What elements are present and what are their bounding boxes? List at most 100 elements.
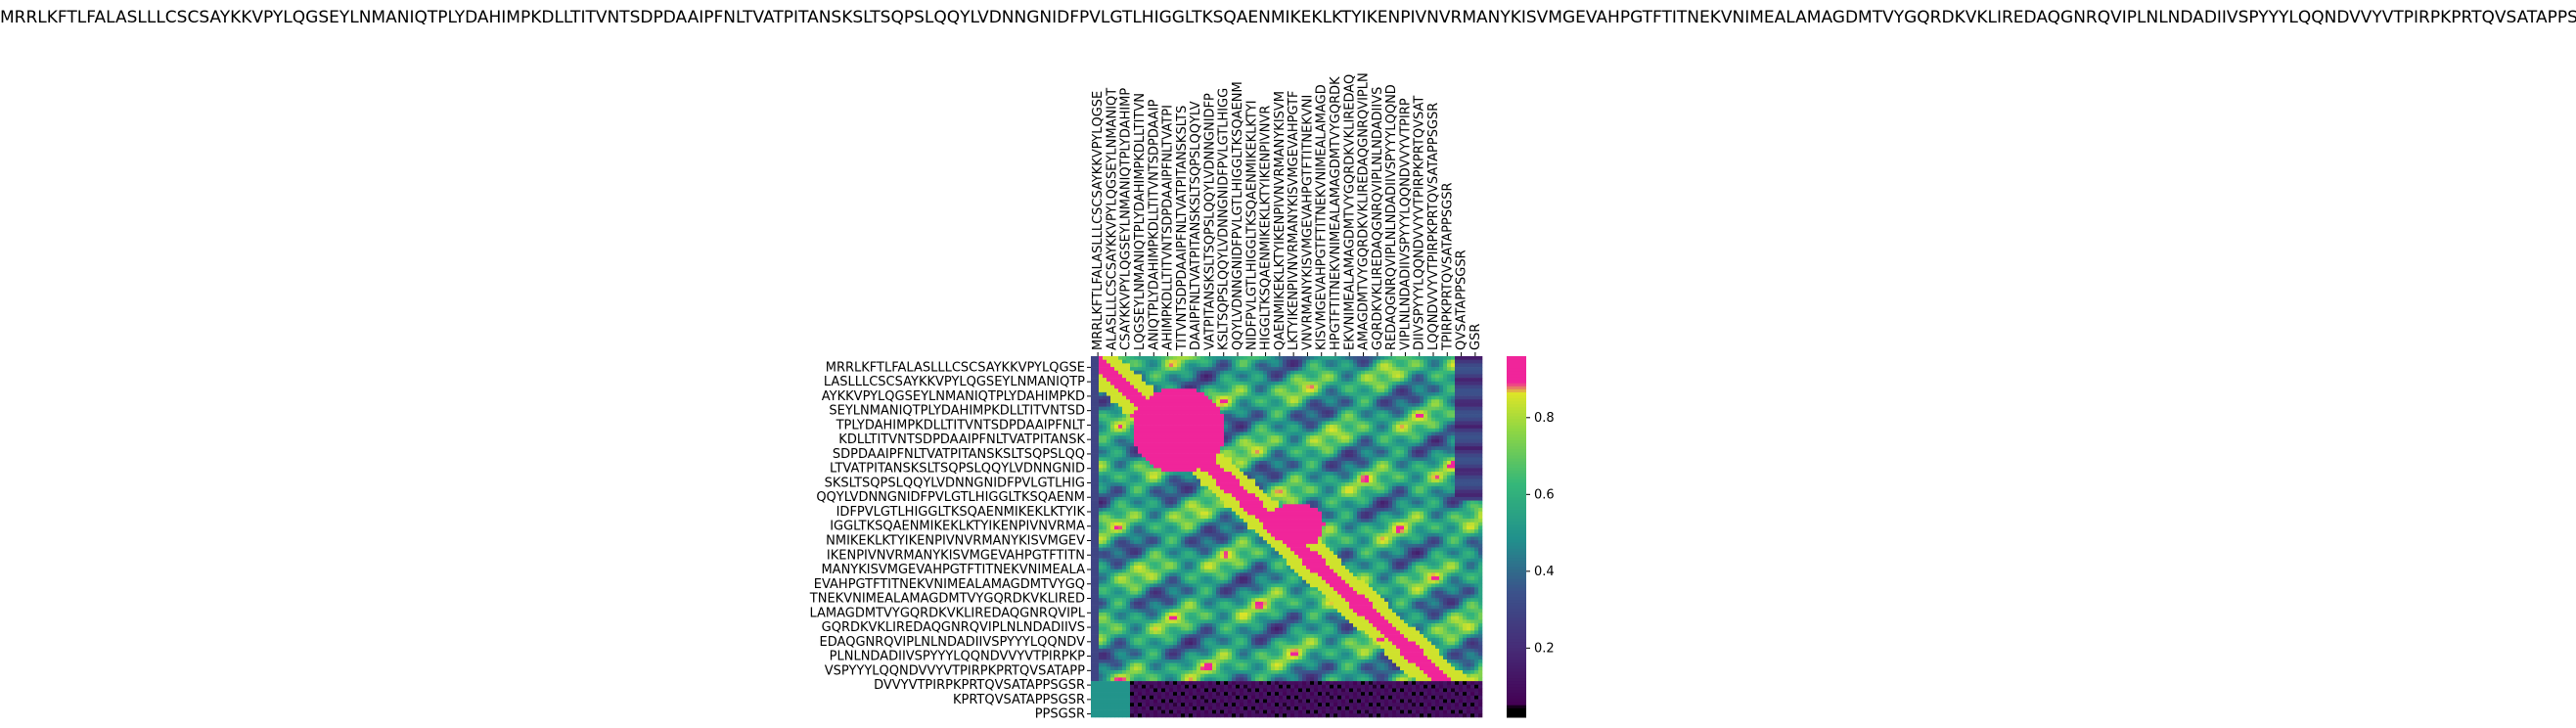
heatmap-cell: [1212, 522, 1217, 526]
heatmap-cell: [1322, 414, 1327, 419]
heatmap-cell: [1161, 425, 1166, 430]
heatmap-cell: [1380, 435, 1385, 440]
heatmap-cell: [1353, 395, 1358, 400]
heatmap-cell: [1431, 472, 1436, 477]
heatmap-cell: [1294, 363, 1299, 368]
heatmap-cell: [1467, 504, 1471, 509]
heatmap-cell: [1435, 453, 1440, 458]
heatmap-cell: [1251, 367, 1256, 372]
heatmap-cell: [1447, 370, 1452, 375]
heatmap-cell: [1318, 388, 1323, 393]
heatmap-cell: [1420, 457, 1424, 462]
heatmap-cell: [1396, 388, 1401, 393]
heatmap-cell: [1474, 453, 1479, 458]
heatmap-cell: [1322, 395, 1327, 400]
heatmap-cell: [1467, 464, 1471, 469]
heatmap-cell: [1431, 453, 1436, 458]
heatmap-cell: [1224, 421, 1229, 426]
heatmap-cell: [1392, 359, 1397, 364]
heatmap-cell: [1150, 464, 1154, 469]
heatmap-cell: [1200, 478, 1205, 483]
heatmap-cell: [1333, 511, 1338, 516]
heatmap-cell: [1134, 449, 1139, 454]
heatmap-cell: [1439, 522, 1444, 526]
heatmap-cell: [1161, 496, 1166, 501]
heatmap-cell: [1326, 522, 1331, 526]
heatmap-cell: [1369, 504, 1374, 509]
heatmap-cell: [1169, 414, 1174, 419]
heatmap-cell: [1130, 410, 1135, 415]
heatmap-cell: [1310, 511, 1315, 516]
heatmap-cell: [1373, 388, 1378, 393]
heatmap-cell: [1361, 507, 1366, 512]
heatmap-cell: [1439, 425, 1444, 430]
heatmap-cell: [1302, 489, 1307, 494]
heatmap-cell: [1380, 446, 1385, 451]
heatmap-cell: [1197, 511, 1201, 516]
heatmap-cell: [1377, 522, 1381, 526]
heatmap-cell: [1114, 374, 1119, 379]
heatmap-cell: [1377, 410, 1381, 415]
heatmap-cell: [1463, 461, 1468, 465]
heatmap-cell: [1412, 395, 1417, 400]
heatmap-cell: [1118, 414, 1123, 419]
heatmap-cell: [1294, 421, 1299, 426]
heatmap-cell: [1345, 472, 1350, 477]
heatmap-cell: [1110, 496, 1115, 501]
heatmap-cell: [1431, 421, 1436, 426]
heatmap-cell: [1369, 522, 1374, 526]
heatmap-cell: [1236, 414, 1241, 419]
heatmap-cell: [1146, 493, 1151, 498]
heatmap-cell: [1447, 432, 1452, 436]
heatmap-cell: [1424, 449, 1428, 454]
heatmap-cell: [1333, 367, 1338, 372]
heatmap-cell: [1240, 395, 1244, 400]
heatmap-cell: [1420, 406, 1424, 411]
heatmap-cell: [1220, 482, 1225, 487]
heatmap-cell: [1337, 356, 1342, 360]
heatmap-cell: [1279, 504, 1284, 509]
heatmap-cell: [1290, 356, 1295, 360]
heatmap-cell: [1298, 370, 1303, 375]
heatmap-cell: [1095, 370, 1100, 375]
heatmap-cell: [1240, 438, 1244, 443]
heatmap-cell: [1463, 449, 1468, 454]
heatmap-cell: [1263, 438, 1268, 443]
heatmap-cell: [1388, 359, 1393, 364]
heatmap-cell: [1232, 468, 1237, 473]
heatmap-cell: [1185, 504, 1190, 509]
heatmap-cell: [1435, 417, 1440, 422]
heatmap-cell: [1130, 496, 1135, 501]
heatmap-cell: [1318, 446, 1323, 451]
heatmap-cell: [1138, 453, 1143, 458]
heatmap-cell: [1189, 432, 1194, 436]
heatmap-cell: [1369, 511, 1374, 516]
heatmap-cell: [1126, 442, 1131, 447]
heatmap-cell: [1416, 504, 1421, 509]
heatmap-cell: [1322, 446, 1327, 451]
heatmap-cell: [1306, 522, 1311, 526]
heatmap-cell: [1283, 359, 1288, 364]
heatmap-cell: [1279, 529, 1284, 534]
heatmap-cell: [1463, 478, 1468, 483]
heatmap-cell: [1107, 391, 1111, 396]
heatmap-cell: [1228, 402, 1233, 407]
heatmap-cell: [1467, 432, 1471, 436]
heatmap-cell: [1310, 489, 1315, 494]
heatmap-cell: [1447, 438, 1452, 443]
heatmap-cell: [1357, 378, 1362, 383]
heatmap-cell: [1431, 395, 1436, 400]
heatmap-cell: [1298, 472, 1303, 477]
heatmap-cell: [1384, 478, 1389, 483]
heatmap-cell: [1153, 385, 1158, 389]
heatmap-cell: [1318, 356, 1323, 360]
heatmap-cell: [1431, 475, 1436, 479]
heatmap-cell: [1161, 442, 1166, 447]
heatmap-cell: [1122, 432, 1127, 436]
heatmap-cell: [1130, 395, 1135, 400]
heatmap-cell: [1341, 504, 1346, 509]
heatmap-cell: [1212, 500, 1217, 505]
heatmap-cell: [1208, 425, 1213, 430]
heatmap-cell: [1337, 500, 1342, 505]
heatmap-cell: [1420, 511, 1424, 516]
